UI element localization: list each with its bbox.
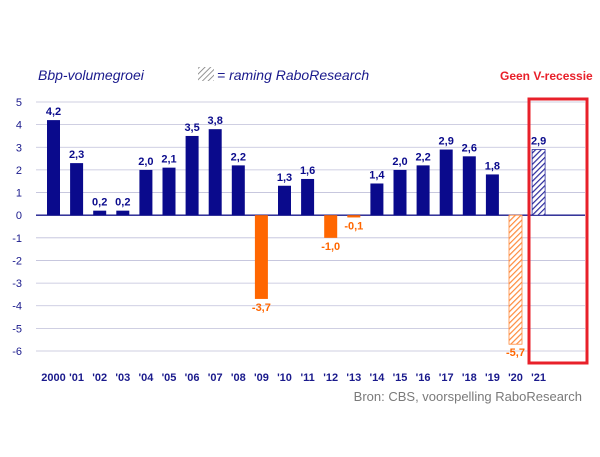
- y-axis-ticks: 5 4 3 2 1 0 -1 -2 -3 -4 -5 -6: [12, 97, 22, 358]
- bars: [47, 120, 546, 345]
- chart-title: Bbp-volumegroei: [38, 67, 145, 83]
- x-tick-label: '12: [323, 372, 338, 384]
- value-label: 0,2: [115, 197, 130, 209]
- x-tick-label: '03: [115, 372, 130, 384]
- bar: [254, 215, 268, 299]
- bar: [439, 149, 453, 216]
- value-label: 2,1: [161, 154, 176, 166]
- x-tick-label: '15: [393, 372, 408, 384]
- bar: [185, 135, 199, 216]
- gridlines: [36, 101, 585, 352]
- x-axis-ticks: 2000 '01 '02 '03 '04 '05 '06 '07 '08 '09 '10 '11 '12…: [41, 372, 546, 384]
- source-note: Bron: CBS, voorspelling RaboResearch: [354, 389, 582, 404]
- x-tick-label: '10: [277, 372, 292, 384]
- x-tick-label: '02: [92, 372, 107, 384]
- bar: [324, 215, 338, 238]
- x-tick-label: '18: [462, 372, 477, 384]
- y-tick-label: 4: [16, 120, 22, 132]
- callout-title: Geen V-recessie: [500, 69, 593, 83]
- y-tick-label: 3: [16, 142, 22, 154]
- bar: [116, 210, 130, 216]
- value-label: 2,9: [439, 136, 454, 148]
- bar: [370, 183, 384, 216]
- value-label: 1,3: [277, 172, 292, 184]
- x-tick-label: '19: [485, 372, 500, 384]
- bar: [93, 210, 107, 216]
- y-tick-label: -5: [12, 323, 22, 335]
- bar: [531, 149, 546, 216]
- bar: [231, 165, 245, 216]
- value-label: 2,0: [392, 156, 407, 168]
- x-tick-label: '17: [439, 372, 454, 384]
- value-label: 2,6: [462, 142, 477, 154]
- bar: [301, 178, 315, 216]
- y-tick-label: 5: [16, 97, 22, 109]
- value-label: 0,2: [92, 197, 107, 209]
- y-tick-label: -4: [12, 301, 22, 313]
- value-label: -0,1: [344, 220, 363, 232]
- value-label: 3,5: [184, 122, 199, 134]
- y-tick-label: 0: [16, 210, 22, 222]
- value-labels: 4,2 2,3 0,2 0,2 2,0 2,1 3,5 3,8 2,2 -3,7 1,3 1,6 -1,…: [46, 106, 546, 359]
- value-label: 2,3: [69, 149, 84, 161]
- value-label: 4,2: [46, 106, 61, 118]
- bar: [47, 120, 60, 216]
- y-tick-label: -3: [12, 278, 22, 290]
- bar: [139, 169, 153, 216]
- value-label: 1,4: [369, 169, 385, 181]
- x-tick-label: '11: [300, 372, 314, 384]
- bar: [70, 163, 84, 216]
- value-label: 2,9: [531, 136, 546, 148]
- bar: [485, 174, 499, 216]
- value-label: 2,2: [231, 151, 246, 163]
- bar: [508, 214, 523, 345]
- x-tick-label: '14: [369, 372, 385, 384]
- bar: [278, 185, 291, 216]
- x-tick-label: '06: [185, 372, 200, 384]
- forecast-legend-label: = raming RaboResearch: [217, 67, 369, 83]
- value-label: 1,8: [485, 160, 500, 172]
- bar: [416, 165, 430, 216]
- y-tick-label: 1: [16, 188, 22, 200]
- x-tick-label: '16: [416, 372, 431, 384]
- x-tick-label: '04: [138, 372, 154, 384]
- bar: [208, 129, 222, 216]
- x-tick-label: '20: [508, 372, 523, 384]
- value-label: -3,7: [252, 302, 271, 314]
- x-tick-label: '09: [254, 372, 269, 384]
- bar: [347, 215, 361, 218]
- value-label: 1,6: [300, 165, 315, 177]
- value-label: 3,8: [208, 115, 223, 127]
- x-tick-label: '21: [531, 372, 546, 384]
- y-tick-label: -2: [12, 255, 22, 267]
- bar: [393, 169, 407, 216]
- x-tick-label: 2000: [41, 372, 65, 384]
- y-tick-label: 2: [16, 165, 22, 177]
- x-tick-label: '07: [208, 372, 223, 384]
- x-tick-label: '05: [162, 372, 177, 384]
- bar: [462, 156, 476, 216]
- y-tick-label: -6: [12, 346, 22, 358]
- value-label: 2,0: [138, 156, 153, 168]
- x-tick-label: '08: [231, 372, 246, 384]
- y-tick-label: -1: [12, 233, 22, 245]
- x-tick-label: '01: [69, 372, 84, 384]
- value-label: -1,0: [321, 241, 340, 253]
- value-label: -5,7: [506, 347, 525, 359]
- value-label: 2,2: [415, 151, 430, 163]
- x-tick-label: '13: [346, 372, 361, 384]
- bar: [162, 167, 176, 216]
- forecast-legend-swatch: [198, 67, 214, 81]
- callout-box: [527, 97, 589, 365]
